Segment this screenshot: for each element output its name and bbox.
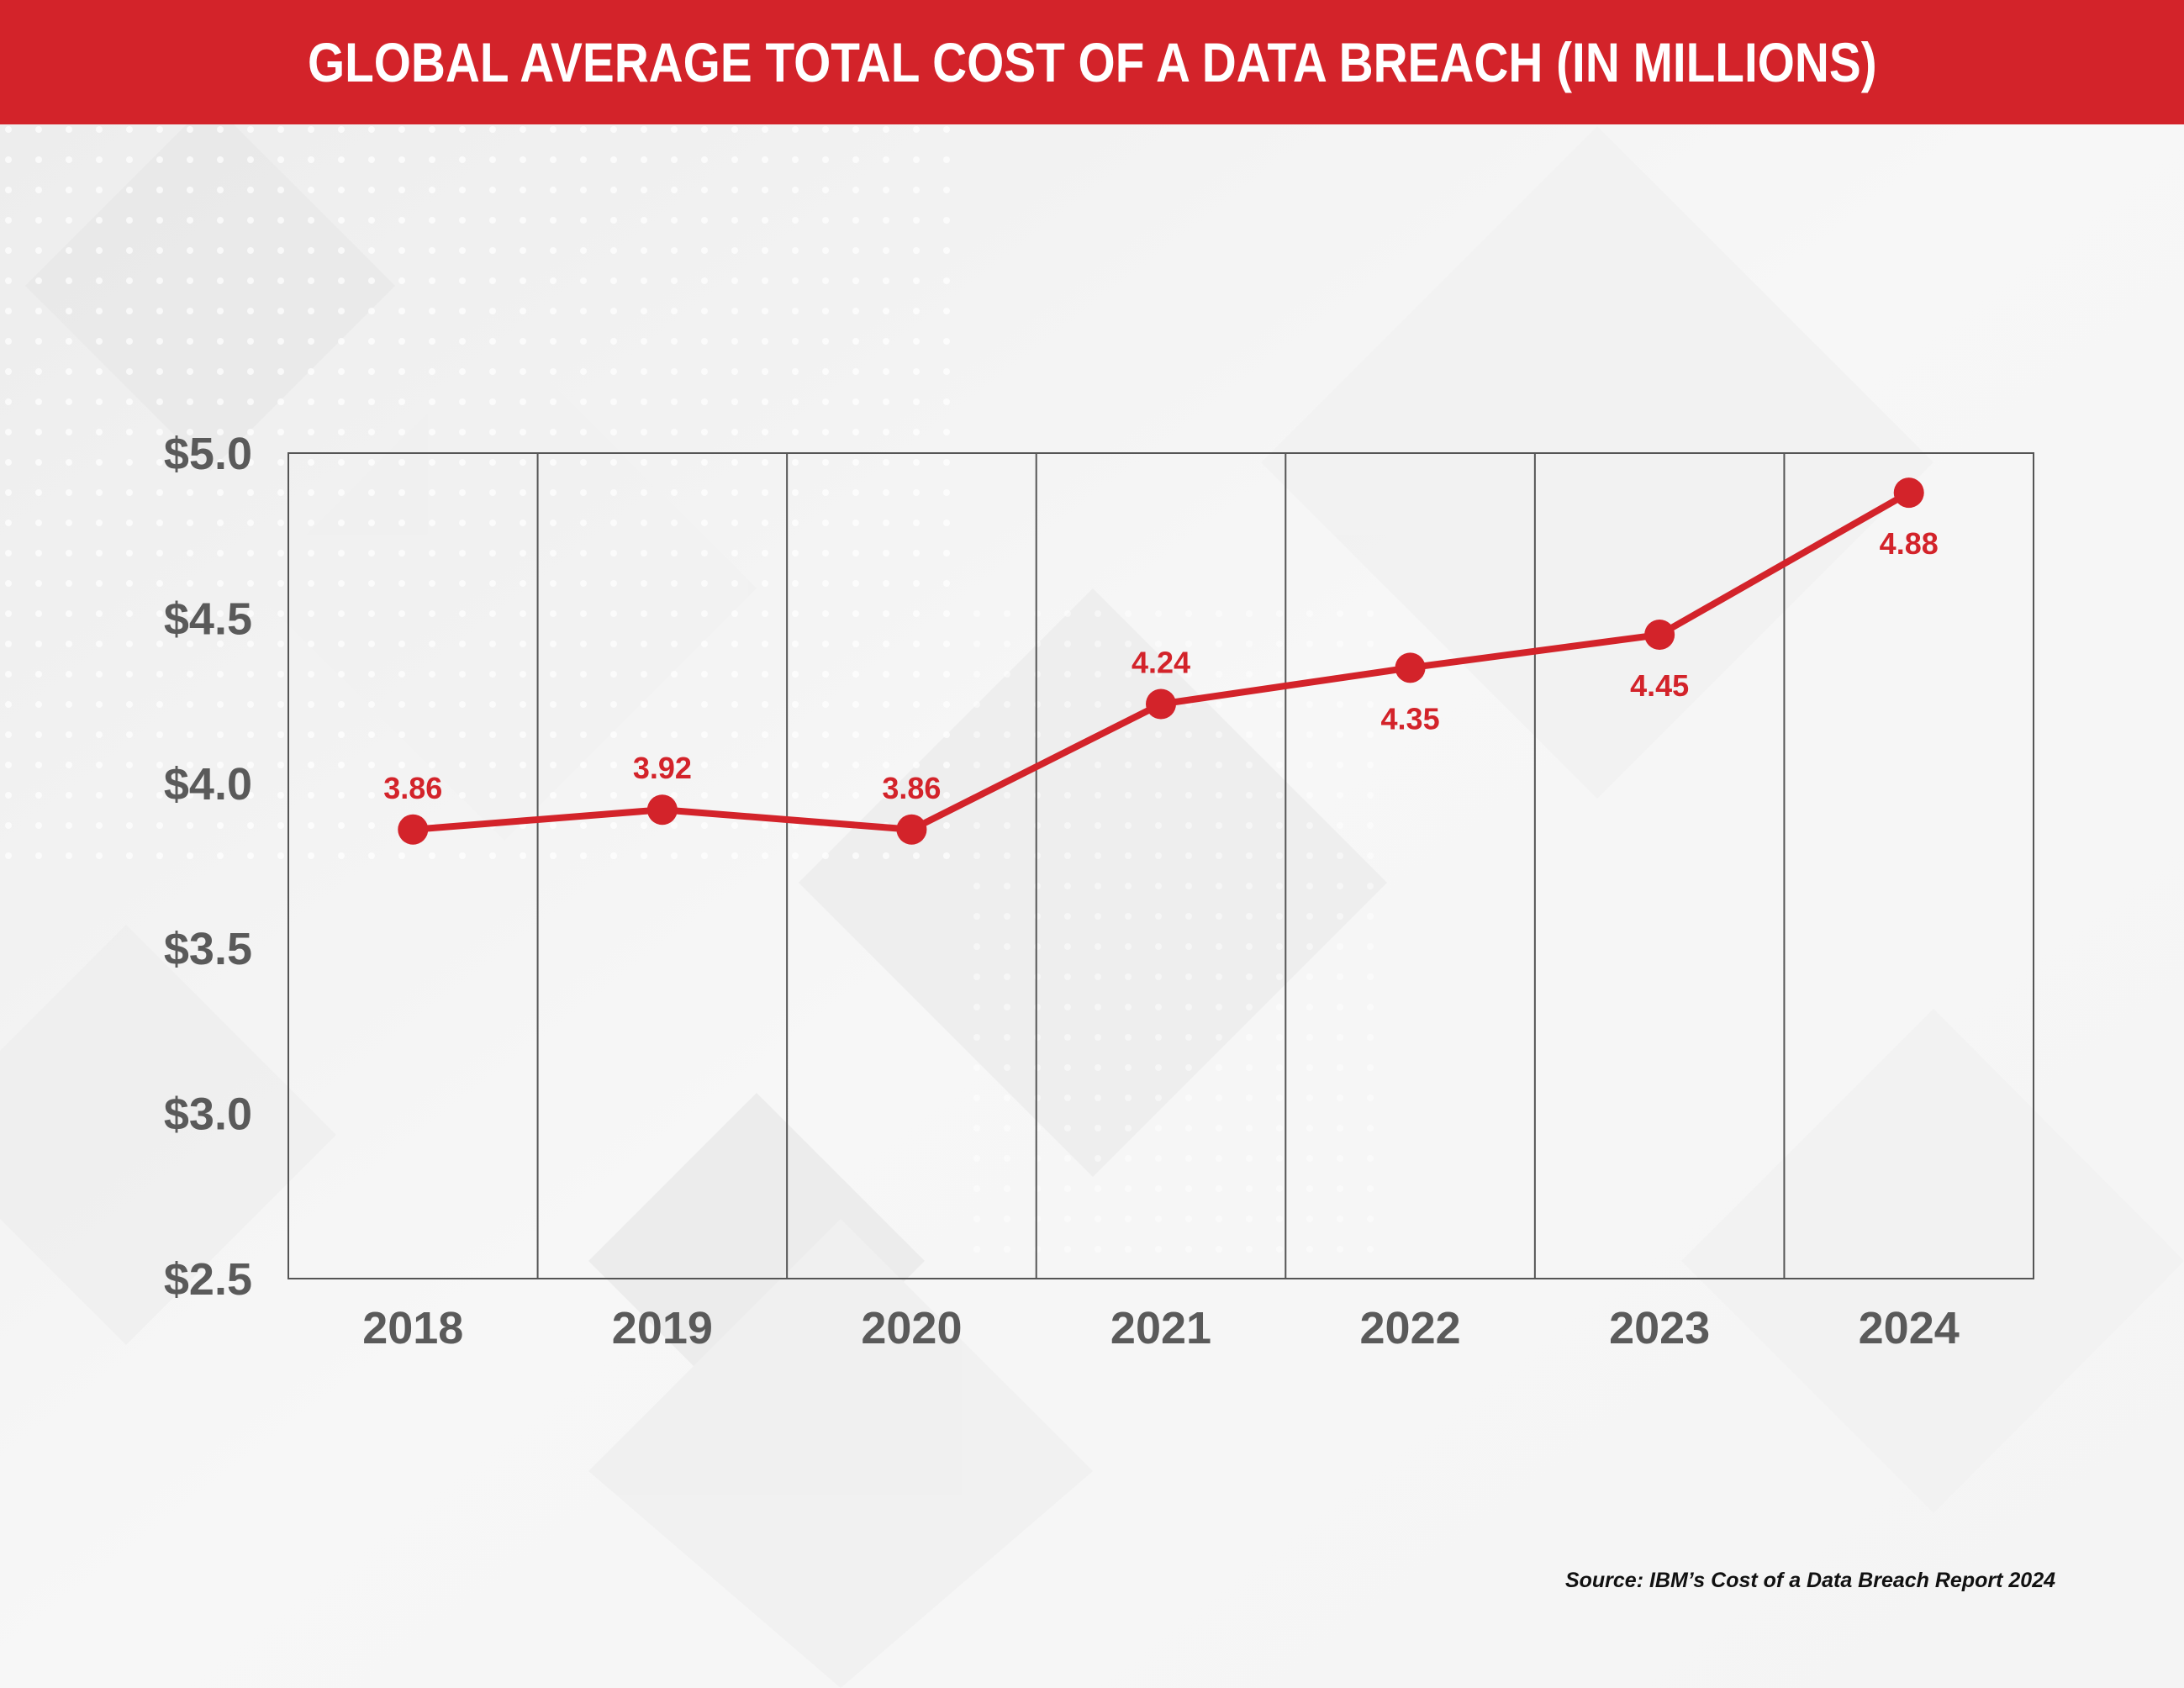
y-tick-label: $4.0 [164,759,252,810]
y-tick-label: $4.5 [164,593,252,644]
source-note: Source: IBM’s Cost of a Data Breach Repo… [1564,1569,2055,1592]
plot-frame [288,452,2034,1279]
x-tick-label: 2023 [1609,1303,1710,1353]
data-point [896,814,927,845]
y-tick-label: $5.0 [164,429,252,479]
x-tick-label: 2020 [861,1303,962,1353]
data-label: 4.88 [1880,526,1939,561]
data-point [646,794,678,826]
y-tick-label: $2.5 [164,1254,252,1305]
x-tick-label: 2021 [1110,1303,1211,1353]
x-tick-label: 2018 [362,1303,463,1353]
data-point [1146,688,1176,720]
data-point [1395,652,1426,683]
y-tick-label: $3.0 [164,1089,252,1140]
title-bar: GLOBAL AVERAGE TOTAL COST OF A DATA BREA… [0,0,2184,124]
data-point [398,814,429,845]
x-tick-label: 2024 [1859,1303,1960,1353]
data-label: 4.35 [1381,701,1440,736]
x-tick-label: 2019 [612,1303,713,1353]
data-label: 4.45 [1630,668,1689,703]
data-point [1644,620,1675,651]
chart-title: GLOBAL AVERAGE TOTAL COST OF A DATA BREA… [307,31,1877,93]
data-label: 3.86 [882,771,941,805]
data-point [1893,477,1924,509]
data-label: 3.86 [383,771,442,805]
data-label: 4.24 [1132,646,1190,680]
y-tick-label: $3.5 [164,924,252,974]
data-label: 3.92 [633,751,692,785]
x-tick-label: 2022 [1360,1303,1461,1353]
